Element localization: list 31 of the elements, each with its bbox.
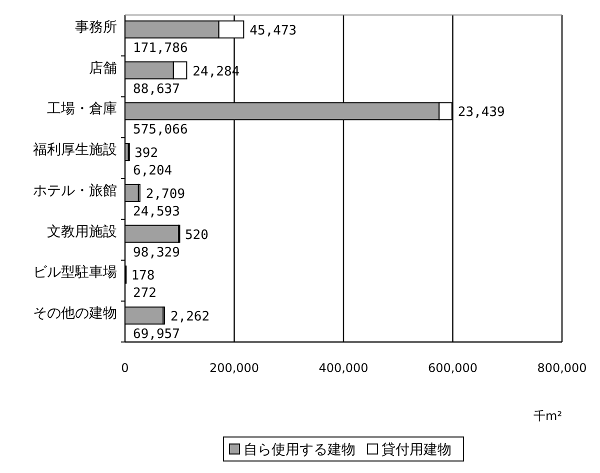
y-tick-label: 文教用施設: [47, 224, 117, 240]
x-axis-title: 千m²: [534, 409, 562, 423]
data-label: 23,439: [458, 105, 505, 120]
data-label: 88,637: [133, 82, 180, 97]
x-tick-label: 800,000: [537, 361, 587, 375]
y-tick-label: その他の建物: [33, 306, 117, 322]
data-label: 45,473: [250, 23, 297, 38]
data-label: 272: [133, 286, 156, 302]
x-tick-label: 200,000: [209, 361, 260, 375]
x-tick-label: 400,000: [318, 361, 368, 375]
y-tick-label: ビル型駐車場: [33, 264, 117, 281]
y-tick-label: ホテル・旅館: [33, 182, 117, 199]
y-tick-label: 福利厚生施設: [33, 142, 117, 158]
y-tick-label: 店舗: [89, 60, 117, 76]
data-label: 171,786: [133, 40, 188, 56]
legend-label: 自ら使用する建物: [244, 442, 356, 458]
data-label: 69,957: [133, 327, 180, 342]
data-label: 2,262: [170, 310, 210, 325]
data-label: 392: [134, 146, 158, 162]
data-label: 98,329: [133, 245, 180, 260]
data-label: 24,593: [133, 204, 180, 220]
data-label: 520: [184, 228, 208, 243]
y-tick-label: 工場・倉庫: [47, 101, 117, 118]
data-label: 575,066: [133, 122, 188, 138]
y-tick-label: 事務所: [75, 19, 117, 36]
data-label: 6,204: [133, 164, 172, 179]
x-tick-label: 0: [121, 361, 129, 375]
data-label: 178: [131, 268, 155, 284]
legend-label: 貸付用建物: [382, 442, 452, 458]
x-tick-label: 600,000: [428, 361, 478, 375]
data-label: 2,709: [146, 186, 186, 202]
